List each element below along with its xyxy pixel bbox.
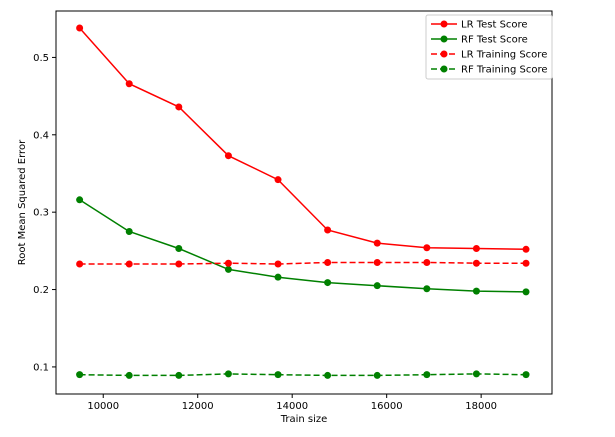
series-layer	[76, 24, 530, 379]
data-point	[472, 287, 480, 295]
series-rf-training-score	[76, 370, 530, 379]
data-point	[373, 239, 381, 247]
data-point	[324, 258, 332, 266]
legend-marker	[440, 50, 448, 58]
series-line-rf-training-score	[79, 373, 527, 377]
legend-entry-rf-test-score: RF Test Score	[431, 35, 528, 46]
data-point	[76, 371, 84, 379]
y-axis-label: Root Mean Squared Error	[17, 139, 28, 265]
y-tick-label: 0.1	[33, 362, 49, 373]
legend-entry-rf-training-score: RF Training Score	[431, 65, 548, 76]
legend-label: LR Test Score	[461, 20, 528, 31]
legend-entry-lr-test-score: LR Test Score	[431, 20, 528, 31]
legend-marker	[440, 35, 448, 43]
data-point	[373, 282, 381, 290]
y-axis-ticks: 0.1 0.2 0.3 0.4 0.5	[33, 53, 56, 373]
legend: LR Test Score RF Test Score LR Training Sc…	[425, 14, 553, 80]
y-tick-label: 0.3	[33, 208, 49, 219]
data-point	[522, 371, 530, 379]
y-tick-label: 0.5	[33, 53, 49, 64]
x-axis-ticks: 10000 12000 14000 16000 18000	[87, 394, 497, 412]
data-point	[423, 371, 431, 379]
data-point	[76, 260, 84, 268]
data-point	[274, 273, 282, 281]
series-lr-training-score	[76, 258, 530, 268]
series-line-lr-test-score	[79, 27, 527, 251]
x-tick-label: 10000	[87, 401, 119, 412]
data-point	[324, 279, 332, 287]
data-point	[472, 370, 480, 378]
data-point	[274, 176, 282, 184]
data-point	[175, 260, 183, 268]
data-point	[274, 371, 282, 379]
legend-marker	[440, 20, 448, 28]
x-tick-label: 14000	[276, 401, 308, 412]
data-point	[224, 265, 232, 273]
y-tick-label: 0.4	[33, 130, 49, 141]
data-point	[373, 371, 381, 379]
data-point	[175, 371, 183, 379]
plot-frame	[55, 10, 553, 395]
legend-entry-lr-training-score: LR Training Score	[431, 50, 547, 61]
legend-items: LR Test Score RF Test Score LR Training Sc…	[431, 20, 548, 76]
data-point	[423, 285, 431, 293]
data-point	[472, 259, 480, 267]
data-point	[125, 228, 133, 236]
data-point	[423, 244, 431, 252]
data-point	[472, 245, 480, 253]
data-point	[76, 196, 84, 204]
legend-label: RF Training Score	[461, 65, 548, 76]
y-tick-label: 0.2	[33, 285, 49, 296]
x-tick-label: 12000	[182, 401, 214, 412]
legend-label: LR Training Score	[461, 50, 547, 61]
legend-marker	[440, 65, 448, 73]
legend-box	[425, 14, 553, 80]
data-point	[324, 226, 332, 234]
legend-label: RF Test Score	[461, 35, 528, 46]
data-point	[224, 152, 232, 160]
data-point	[125, 371, 133, 379]
data-point	[522, 259, 530, 267]
series-lr-test-score	[76, 24, 530, 253]
data-point	[373, 258, 381, 266]
data-point	[324, 371, 332, 379]
data-point	[125, 80, 133, 88]
data-point	[522, 245, 530, 253]
data-point	[224, 370, 232, 378]
data-point	[274, 260, 282, 268]
series-line-rf-test-score	[79, 199, 527, 293]
series-line-lr-training-score	[79, 261, 526, 265]
data-point	[76, 24, 84, 32]
data-point	[522, 288, 530, 296]
series-rf-test-score	[76, 196, 530, 296]
x-tick-label: 18000	[465, 401, 497, 412]
data-point	[423, 258, 431, 266]
data-point	[175, 245, 183, 253]
data-point	[224, 259, 232, 267]
data-point	[175, 103, 183, 111]
x-tick-label: 16000	[371, 401, 403, 412]
x-axis-label: Train size	[280, 414, 328, 425]
data-point	[125, 260, 133, 268]
